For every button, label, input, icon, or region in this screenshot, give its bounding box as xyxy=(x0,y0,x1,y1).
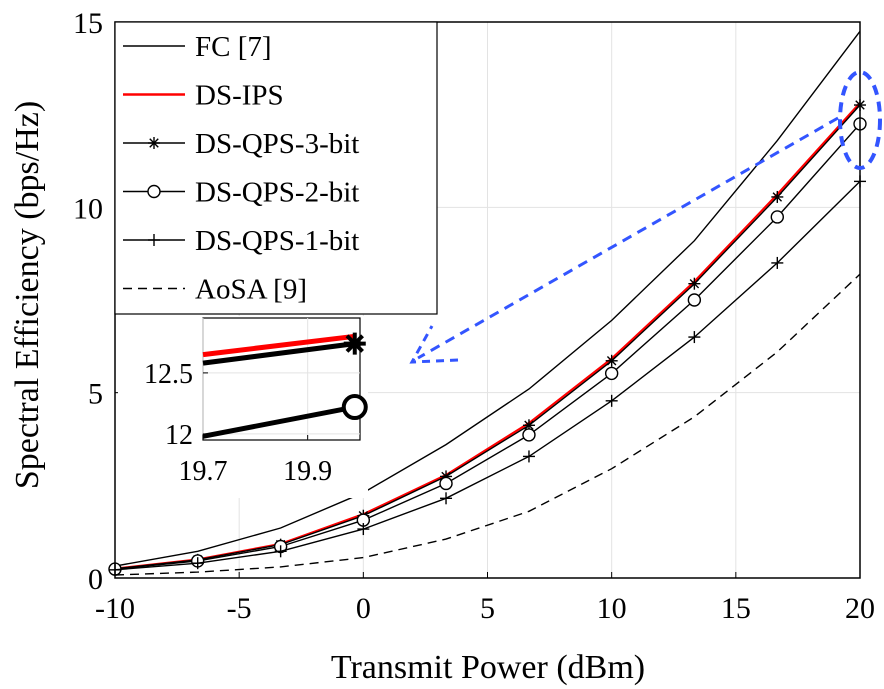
plus-marker xyxy=(440,492,453,505)
plus-marker xyxy=(148,234,160,246)
x-tick-label: 10 xyxy=(597,592,627,625)
asterisk-marker xyxy=(605,354,618,367)
legend-label: DS-IPS xyxy=(195,80,284,112)
circle-marker xyxy=(341,394,368,421)
inset-x-tick-label: 19.9 xyxy=(283,456,332,487)
plus-marker xyxy=(274,545,287,558)
legend: FC [7] DS-IPS DS-QPS-3-bit DS-QPS-2-bit DS-Q… xyxy=(114,21,438,315)
series-line xyxy=(114,104,861,570)
y-axis-label: Spectral Efficiency (bps/Hz) xyxy=(9,101,46,489)
asterisk-stroke xyxy=(606,356,617,366)
circle-marker xyxy=(522,428,536,442)
x-tick-label: 15 xyxy=(721,592,751,625)
asterisk-stroke xyxy=(524,420,534,431)
series-layer xyxy=(108,30,867,576)
tick-labels: -10 -5 0 5 10 15 20 0 5 10 15 xyxy=(73,7,875,625)
circle-marker xyxy=(439,476,453,491)
legend-item: DS-QPS-2-bit xyxy=(123,177,359,209)
plus-marker xyxy=(605,394,618,407)
legend-label: DS-QPS-3-bit xyxy=(195,128,359,160)
asterisk-marker xyxy=(148,137,160,149)
inset-series-group xyxy=(202,333,356,358)
legend-item: DS-QPS-1-bit xyxy=(123,225,359,257)
asterisk-stroke xyxy=(149,138,159,148)
x-tick-label: 20 xyxy=(845,592,875,625)
zoom-arrow-head xyxy=(409,325,459,364)
legend-item: FC [7] xyxy=(123,31,272,63)
legend-label: DS-QPS-2-bit xyxy=(195,177,359,209)
inset-series-group xyxy=(202,394,368,439)
plus-marker xyxy=(688,331,701,344)
series-group xyxy=(109,175,866,576)
zoom-inset: 19.7 19.9 12 12.5 xyxy=(118,316,368,498)
legend-label: FC [7] xyxy=(195,31,272,63)
x-tick-label: 5 xyxy=(480,592,495,625)
asterisk-stroke xyxy=(689,278,700,289)
series-group xyxy=(114,273,861,576)
legend-label: DS-QPS-1-bit xyxy=(195,225,359,257)
asterisk-marker xyxy=(522,419,535,432)
series-line xyxy=(114,180,861,571)
x-tick-label: 0 xyxy=(356,592,371,625)
y-tick-label: 15 xyxy=(73,7,103,40)
circle-marker xyxy=(147,184,161,199)
series-line xyxy=(114,123,861,570)
series-line xyxy=(114,30,861,567)
plus-marker xyxy=(191,557,204,570)
x-axis-label: Transmit Power (dBm) xyxy=(331,649,645,686)
zoom-annotation xyxy=(409,70,882,364)
x-tick-label: -10 xyxy=(95,592,135,625)
circle-marker xyxy=(687,293,702,307)
zoom-arrow-shaft xyxy=(417,116,839,360)
y-tick-label: 5 xyxy=(88,378,103,411)
asterisk-marker xyxy=(343,332,366,355)
inset-series-group xyxy=(202,332,366,366)
legend-box xyxy=(114,21,438,315)
inset-series-line xyxy=(202,341,356,366)
inset-y-tick-label: 12.5 xyxy=(144,359,193,390)
series-group xyxy=(114,30,861,567)
y-tick-label: 10 xyxy=(73,192,103,225)
x-tick-label: -5 xyxy=(227,592,252,625)
inset-series-line xyxy=(202,333,356,358)
inset-y-tick-label: 12 xyxy=(165,420,193,451)
asterisk-stroke xyxy=(772,192,783,202)
plus-marker xyxy=(522,450,535,463)
legend-item: DS-QPS-3-bit xyxy=(123,128,359,160)
zoom-ellipse xyxy=(838,70,882,170)
asterisk-marker xyxy=(771,190,784,203)
plus-marker xyxy=(357,523,370,536)
asterisk-stroke xyxy=(345,334,364,353)
inset-x-tick-label: 19.7 xyxy=(179,456,228,487)
plus-marker xyxy=(771,256,784,269)
legend-item: AoSA [9] xyxy=(123,274,307,306)
y-tick-label: 0 xyxy=(88,563,103,596)
legend-item: DS-IPS xyxy=(123,80,284,112)
asterisk-marker xyxy=(688,277,701,290)
inset-series-line xyxy=(202,404,356,439)
circle-marker xyxy=(604,366,619,381)
series-line xyxy=(114,273,861,576)
legend-label: AoSA [9] xyxy=(195,274,307,306)
circle-marker xyxy=(770,210,785,224)
